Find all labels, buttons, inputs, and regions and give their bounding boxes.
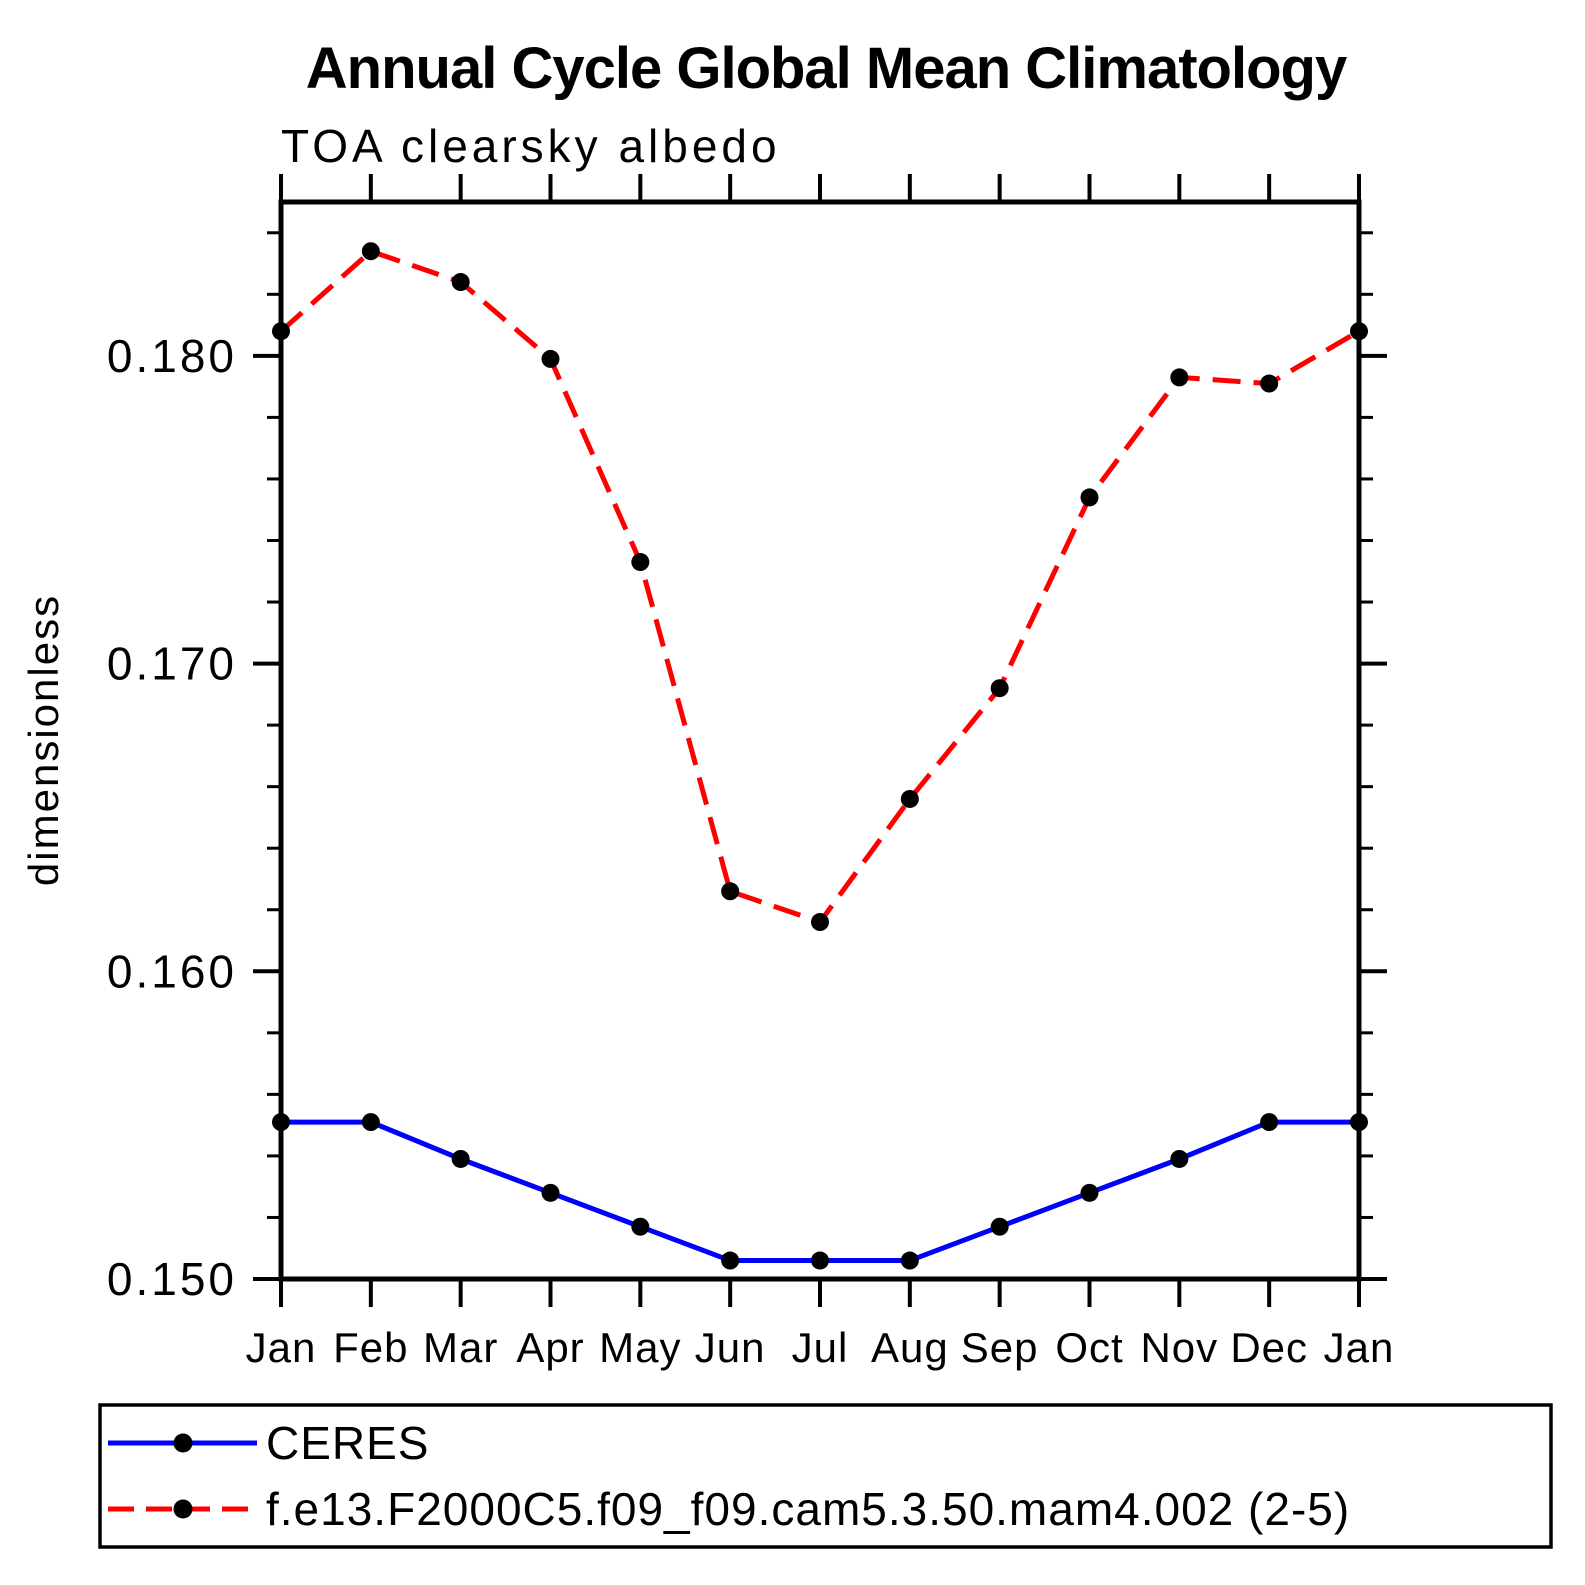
data-point-marker xyxy=(1350,322,1368,341)
series-line-model xyxy=(279,248,1361,926)
data-point-marker xyxy=(631,553,650,572)
x-tick-label: Dec xyxy=(1230,1324,1308,1371)
data-point-marker xyxy=(361,1113,380,1132)
data-point-marker xyxy=(1170,1149,1189,1168)
data-point-marker xyxy=(631,1217,650,1236)
x-tick-label: Nov xyxy=(1140,1324,1218,1371)
legend-label-ceres: CERES xyxy=(266,1417,429,1469)
x-tick-label: Jan xyxy=(1324,1324,1395,1371)
y-tick-label: 0.160 xyxy=(107,945,237,997)
data-point-marker xyxy=(900,789,919,808)
x-tick-label: Mar xyxy=(423,1324,498,1371)
x-tick-label: May xyxy=(599,1324,681,1371)
data-point-marker xyxy=(990,679,1009,698)
legend: CERES f.e13.F2000C5.f09_f09.cam5.3.50.ma… xyxy=(98,1403,1553,1549)
plot-border xyxy=(278,199,1362,1282)
y-tick-label: 0.170 xyxy=(107,638,237,690)
y-tick-label: 0.180 xyxy=(107,330,237,382)
data-point-marker xyxy=(1080,488,1099,507)
legend-label-model: f.e13.F2000C5.f09_f09.cam5.3.50.mam4.002… xyxy=(266,1483,1350,1535)
data-point-marker xyxy=(1080,1183,1099,1202)
data-point-marker xyxy=(1170,368,1189,387)
x-tick-label: Jun xyxy=(695,1324,766,1371)
data-point-marker xyxy=(990,1217,1009,1236)
legend-marker-circle-icon xyxy=(173,1499,193,1519)
data-point-marker xyxy=(721,882,740,901)
data-point-marker xyxy=(361,242,380,261)
x-tick-label: Apr xyxy=(516,1324,584,1371)
chart-subtitle: TOA clearsky albedo xyxy=(281,120,781,172)
plot-area: Jan Feb Mar Apr May Jun Jul Aug Sep Oct Nov Dec Jan0… xyxy=(107,174,1395,1371)
data-point-marker xyxy=(451,273,470,292)
data-point-marker xyxy=(272,1113,290,1132)
y-axis-label: dimensionless xyxy=(20,594,67,886)
data-point-marker xyxy=(900,1251,919,1270)
data-point-marker xyxy=(1350,1113,1368,1132)
legend-item-model: f.e13.F2000C5.f09_f09.cam5.3.50.mam4.002… xyxy=(108,1483,1350,1535)
x-tick-label: Sep xyxy=(961,1324,1039,1371)
legend-box xyxy=(98,1403,1553,1549)
data-point-marker xyxy=(541,1183,560,1202)
series-line-ceres xyxy=(281,1119,1359,1264)
data-point-marker xyxy=(1260,1113,1279,1132)
x-tick-label: Aug xyxy=(871,1324,949,1371)
data-point-marker xyxy=(811,1251,829,1270)
y-tick-label: 0.150 xyxy=(107,1253,237,1305)
x-tick-label: Oct xyxy=(1055,1324,1123,1371)
data-point-marker xyxy=(272,322,290,341)
legend-marker-circle-icon xyxy=(173,1433,193,1453)
x-tick-label: Jan xyxy=(246,1324,317,1371)
data-point-marker xyxy=(1260,374,1279,393)
chart-title: Annual Cycle Global Mean Climatology xyxy=(306,36,1347,101)
x-tick-label: Feb xyxy=(333,1324,408,1371)
data-point-marker xyxy=(721,1251,740,1270)
data-point-marker xyxy=(811,913,829,932)
legend-item-ceres: CERES xyxy=(108,1417,429,1469)
data-point-marker xyxy=(541,349,560,368)
x-tick-label: Jul xyxy=(792,1324,849,1371)
data-point-marker xyxy=(451,1149,470,1168)
